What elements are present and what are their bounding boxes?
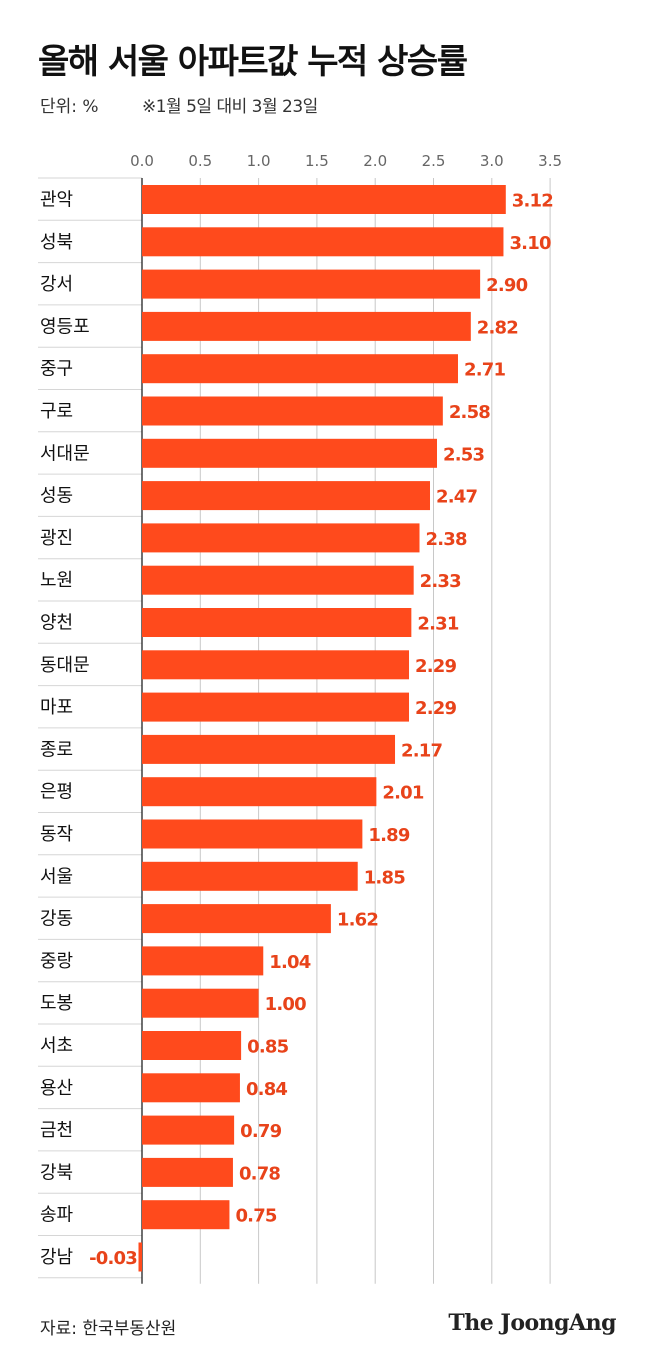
value-label: 0.84 — [246, 1079, 287, 1100]
x-tick-label: 3.5 — [538, 152, 562, 170]
category-label: 마포 — [40, 697, 73, 718]
category-label: 성북 — [40, 232, 73, 253]
value-label: 2.90 — [486, 275, 527, 296]
bar — [142, 227, 504, 257]
category-label: 종로 — [40, 739, 73, 760]
bar — [142, 1115, 235, 1145]
category-label: 광진 — [40, 528, 73, 549]
bar — [138, 1242, 142, 1272]
x-tick-label: 2.0 — [363, 152, 387, 170]
bar — [142, 269, 481, 299]
value-label: 0.78 — [239, 1163, 280, 1184]
category-label: 강남 — [40, 1247, 73, 1268]
category-label: 구로 — [40, 401, 73, 422]
category-label: 영등포 — [40, 316, 90, 337]
value-label: 2.38 — [426, 529, 467, 550]
bar — [142, 1157, 233, 1187]
x-tick-label: 0.0 — [130, 152, 154, 170]
value-label: 2.47 — [436, 487, 477, 508]
category-label: 노원 — [40, 570, 73, 591]
bar — [142, 1031, 242, 1060]
category-label: 관악 — [40, 190, 73, 211]
bar — [142, 565, 414, 595]
value-label: 1.00 — [265, 994, 306, 1015]
x-tick-label: 0.5 — [188, 152, 212, 170]
x-tick-label: 1.5 — [305, 152, 329, 170]
bar — [142, 650, 410, 680]
category-label: 양천 — [40, 613, 73, 634]
category-label: 중구 — [40, 359, 73, 380]
value-label: 2.33 — [420, 571, 461, 592]
category-label: 서대문 — [40, 443, 90, 464]
category-label: 은평 — [40, 782, 73, 803]
value-label: 2.58 — [449, 402, 490, 423]
value-label: 0.79 — [240, 1121, 281, 1142]
publisher-logo: The JoongAng — [448, 1310, 616, 1336]
value-label: 1.85 — [364, 867, 405, 888]
bar — [142, 734, 396, 764]
value-label: 1.89 — [368, 825, 409, 846]
category-label: 강북 — [40, 1162, 73, 1183]
bar — [142, 354, 458, 384]
value-label: 3.12 — [512, 191, 553, 212]
category-label: 중랑 — [40, 951, 73, 972]
value-label: 2.29 — [415, 656, 456, 677]
bar — [142, 438, 437, 468]
bar — [142, 481, 431, 511]
x-tick-label: 1.0 — [247, 152, 271, 170]
bar — [142, 185, 506, 214]
value-label: 1.62 — [337, 910, 378, 931]
category-label: 도봉 — [40, 993, 73, 1014]
value-label: 2.17 — [401, 740, 442, 761]
bar — [142, 861, 358, 891]
value-label: 2.82 — [477, 317, 518, 338]
x-tick-label: 3.0 — [480, 152, 504, 170]
value-label: -0.03 — [89, 1248, 137, 1269]
category-label: 동작 — [40, 824, 73, 845]
bar — [142, 819, 363, 849]
unit-label: 단위: % — [40, 97, 99, 117]
value-label: 2.53 — [443, 444, 484, 465]
category-label: 성동 — [40, 486, 73, 507]
category-label: 동대문 — [40, 655, 90, 676]
date-range-note: ※1월 5일 대비 3월 23일 — [142, 97, 318, 117]
x-tick-label: 2.5 — [422, 152, 446, 170]
value-label: 1.04 — [269, 952, 310, 973]
bar — [142, 1073, 240, 1103]
bar — [142, 311, 471, 341]
category-label: 서울 — [40, 866, 73, 887]
source-note: 자료: 한국부동산원 — [40, 1319, 177, 1339]
value-label: 0.75 — [235, 1206, 276, 1227]
value-label: 2.71 — [464, 360, 505, 381]
bar — [142, 1200, 230, 1230]
bar — [142, 946, 264, 976]
value-label: 2.01 — [382, 783, 423, 804]
value-label: 2.29 — [415, 698, 456, 719]
bar — [142, 692, 410, 722]
value-label: 3.10 — [509, 233, 550, 254]
category-label: 서초 — [40, 1036, 73, 1057]
category-label: 금천 — [40, 1120, 73, 1141]
category-label: 용산 — [40, 1078, 73, 1099]
bar — [142, 523, 420, 553]
bar — [142, 608, 412, 637]
bar — [142, 988, 259, 1018]
bar — [142, 904, 331, 934]
category-label: 송파 — [40, 1205, 74, 1226]
bar — [142, 396, 443, 426]
category-label: 강동 — [40, 909, 73, 930]
value-label: 0.85 — [247, 1037, 288, 1058]
chart-title: 올해 서울 아파트값 누적 상승률 — [38, 42, 468, 82]
category-label: 강서 — [40, 274, 73, 295]
value-label: 2.31 — [417, 614, 458, 635]
bar — [142, 777, 377, 807]
